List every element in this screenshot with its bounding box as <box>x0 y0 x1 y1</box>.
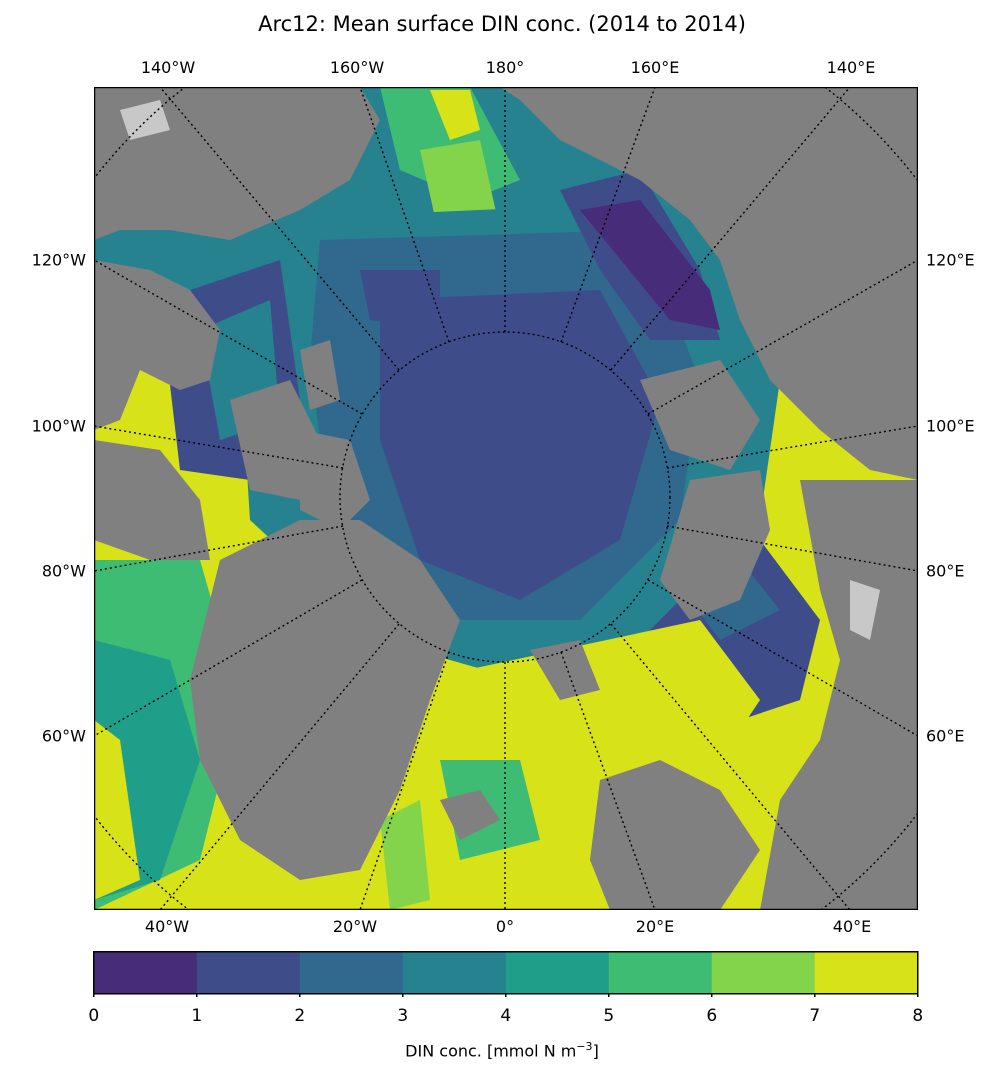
lon-label-bottom: 20°E <box>635 917 675 936</box>
meridian-line <box>560 651 656 910</box>
meridian-line <box>94 579 363 737</box>
colorbar-bin <box>299 951 404 994</box>
colorbar-bin <box>814 951 919 994</box>
map-title: Arc12: Mean surface DIN conc. (2014 to 2… <box>258 12 746 36</box>
land-russia <box>760 480 918 910</box>
ocean-band-central <box>360 270 440 330</box>
meridian-line <box>647 579 918 737</box>
land-canadian-archipelago <box>94 440 210 560</box>
map-frame <box>94 87 918 910</box>
colorbar-label: DIN conc. [mmol N m−3] <box>0 1040 1004 1060</box>
polar-stereographic-map <box>94 87 918 910</box>
meridian-line <box>359 87 450 343</box>
lon-label-bottom: 40°E <box>832 917 872 936</box>
lon-label-right: 80°E <box>926 561 965 581</box>
meridian-line <box>159 87 400 371</box>
colorbar <box>93 951 919 997</box>
ocean-band-nordic <box>380 800 430 910</box>
meridian-line <box>159 623 400 910</box>
land-novaya-zemlya <box>660 470 770 620</box>
colorbar-bin <box>505 951 610 994</box>
colorbar-tick-label: 0 <box>88 1006 100 1026</box>
lon-label-right: 120°E <box>926 250 975 270</box>
land-greenland <box>190 520 460 880</box>
land-canadian-archipelago <box>230 380 320 500</box>
lon-label-right: 60°E <box>926 726 965 746</box>
colorbar-tick-label: 7 <box>809 1006 821 1026</box>
colorbar-tick-label: 1 <box>191 1006 203 1026</box>
colorbar-bin <box>402 951 507 994</box>
colorbar-label-sup: −3 <box>576 1040 593 1053</box>
latitude-circle <box>339 331 671 663</box>
lon-label-top: 160°W <box>329 58 385 77</box>
lon-label-top: 140°E <box>826 58 876 77</box>
land-ice <box>120 100 170 140</box>
ocean-band-pacific <box>430 90 480 140</box>
land-scandinavia <box>590 760 760 910</box>
colorbar-bin <box>711 951 816 994</box>
meridian-line <box>610 87 851 371</box>
colorbar-tick-label: 4 <box>500 1006 512 1026</box>
land-canadian-archipelago <box>94 260 220 430</box>
lon-label-left: 60°W <box>41 726 86 746</box>
colorbar-bin <box>196 951 301 994</box>
colorbar-label-end: ] <box>592 1041 599 1061</box>
lon-label-left: 80°W <box>41 561 86 581</box>
colorbar-tick-label: 3 <box>397 1006 409 1026</box>
colorbar-bin <box>93 951 198 994</box>
land-ice <box>850 580 880 640</box>
lon-label-top: 140°W <box>140 58 196 77</box>
meridian-line <box>610 623 851 910</box>
colorbar-bins <box>93 951 919 994</box>
colorbar-label-text: DIN conc. [mmol N m <box>405 1041 577 1061</box>
lon-label-bottom: 20°W <box>332 917 378 936</box>
meridian-line <box>560 87 656 343</box>
ocean-band-nordic <box>560 620 760 820</box>
ocean-band-central <box>380 290 660 600</box>
ocean-band-baffin <box>94 720 140 900</box>
colorbar-tick-label: 2 <box>294 1006 306 1026</box>
ocean-band-laptev <box>580 200 720 330</box>
colorbar-tick-label: 5 <box>603 1006 615 1026</box>
colorbar-tick-label: 8 <box>912 1006 924 1026</box>
meridian-line <box>359 651 450 910</box>
meridian-line <box>94 525 344 572</box>
colorbar-tick-label: 6 <box>706 1006 718 1026</box>
graticule <box>94 87 918 910</box>
lon-label-top: 160°E <box>630 58 680 77</box>
land-svalbard <box>530 640 600 700</box>
land-iceland <box>440 790 500 840</box>
land-canadian-archipelago <box>300 340 340 410</box>
lon-label-left: 100°W <box>31 416 86 436</box>
lon-label-bottom: 0° <box>495 917 515 936</box>
lon-label-bottom: 40°W <box>144 917 190 936</box>
land-ellesmere <box>300 430 370 530</box>
meridian-line <box>94 259 363 415</box>
lon-label-right: 100°E <box>926 416 975 436</box>
colorbar-tick-marks <box>93 993 919 997</box>
meridian-line <box>94 425 344 469</box>
land-siberia <box>500 87 918 480</box>
colorbar-bin <box>608 951 713 994</box>
lon-label-top: 180° <box>485 58 525 77</box>
meridian-line <box>647 259 918 415</box>
land-taymyr <box>640 360 760 470</box>
lon-label-left: 120°W <box>31 250 86 270</box>
